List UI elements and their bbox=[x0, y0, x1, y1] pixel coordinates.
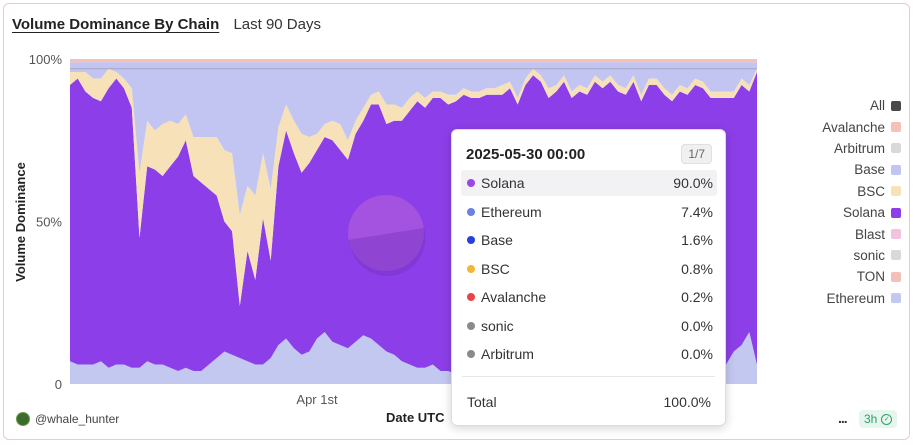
y-axis-label: Volume Dominance bbox=[13, 162, 28, 282]
tooltip-series-name: Avalanche bbox=[481, 289, 547, 305]
tooltip-row-bsc: BSC 0.8% bbox=[461, 256, 717, 282]
legend-item-avalanche[interactable]: Avalanche bbox=[781, 116, 901, 137]
chart-tooltip: 2025-05-30 00:00 1/7 Solana 90.0% Ethereum… bbox=[451, 129, 726, 426]
tooltip-row-arbitrum: Arbitrum 0.0% bbox=[461, 341, 717, 367]
tooltip-total-label: Total bbox=[467, 394, 497, 410]
tooltip-series-name: BSC bbox=[481, 260, 510, 277]
legend-label: TON bbox=[856, 269, 885, 285]
legend-label: Arbitrum bbox=[833, 140, 885, 156]
tooltip-row-sonic: sonic 0.0% bbox=[461, 313, 717, 339]
legend-label: Base bbox=[854, 162, 885, 178]
legend-item-sonic[interactable]: sonic bbox=[781, 245, 901, 266]
legend-swatch bbox=[891, 100, 901, 111]
chart-header: Volume Dominance By Chain Last 90 Days bbox=[12, 16, 321, 33]
legend-swatch bbox=[891, 271, 901, 282]
tooltip-divider bbox=[462, 376, 715, 377]
series-area-ethereum[interactable] bbox=[70, 332, 757, 384]
legend-swatch bbox=[891, 143, 901, 154]
tooltip-series-name: Base bbox=[481, 232, 513, 248]
check-circle-icon: ✓ bbox=[881, 413, 893, 425]
legend-label: All bbox=[869, 98, 885, 114]
x-tick-label: Apr 1st bbox=[296, 392, 338, 407]
tooltip-row-solana: Solana 90.0% bbox=[461, 170, 717, 196]
legend-item-blast[interactable]: Blast bbox=[781, 223, 901, 244]
legend-label: Solana bbox=[842, 205, 885, 221]
tooltip-series-name: Solana bbox=[481, 175, 525, 191]
watermark-logo-part bbox=[348, 228, 426, 277]
legend-label: Avalanche bbox=[822, 119, 885, 135]
tooltip-series-name: Ethereum bbox=[481, 203, 542, 220]
tooltip-row-ethereum: Ethereum 7.4% bbox=[461, 199, 717, 225]
tooltip-row-base: Base 1.6% bbox=[461, 227, 717, 253]
legend-item-arbitrum[interactable]: Arbitrum bbox=[781, 138, 901, 159]
refresh-age: 3h bbox=[864, 412, 878, 426]
tooltip-series-value: 0.2% bbox=[681, 289, 713, 305]
legend-swatch bbox=[891, 207, 901, 218]
series-area-avalanche[interactable] bbox=[70, 59, 757, 63]
x-axis-label: Date UTC bbox=[386, 410, 445, 425]
legend-label: BSC bbox=[857, 183, 885, 199]
series-dot bbox=[467, 207, 475, 216]
legend-item-solana[interactable]: Solana bbox=[781, 202, 901, 223]
series-dot bbox=[467, 264, 475, 273]
legend-label: sonic bbox=[853, 247, 885, 263]
author-link[interactable]: @whale_hunter bbox=[16, 412, 119, 426]
tooltip-series-name: sonic bbox=[481, 317, 514, 334]
more-options-button[interactable]: ... bbox=[838, 410, 848, 426]
tooltip-date: 2025-05-30 00:00 bbox=[466, 146, 586, 163]
series-area-base[interactable] bbox=[70, 62, 757, 215]
series-dot bbox=[467, 179, 475, 187]
legend-item-base[interactable]: Base bbox=[781, 159, 901, 180]
tooltip-series-value: 0.0% bbox=[681, 346, 713, 362]
tooltip-series-value: 7.4% bbox=[681, 203, 713, 220]
legend-swatch bbox=[891, 186, 901, 197]
tooltip-series-name: Arbitrum bbox=[481, 346, 534, 362]
legend-item-ethereum[interactable]: Ethereum bbox=[781, 288, 901, 309]
tooltip-series-value: 0.8% bbox=[681, 260, 713, 277]
tooltip-page-indicator[interactable]: 1/7 bbox=[681, 144, 712, 164]
series-area-bsc[interactable] bbox=[70, 68, 757, 306]
refresh-badge[interactable]: 3h ✓ bbox=[859, 410, 898, 428]
chart-title[interactable]: Volume Dominance By Chain bbox=[12, 16, 220, 33]
y-tick-label: 50% bbox=[36, 215, 62, 230]
tooltip-series-value: 90.0% bbox=[673, 175, 713, 191]
legend-swatch bbox=[891, 250, 901, 261]
series-dot bbox=[467, 236, 475, 244]
chart-legend: All Avalanche Arbitrum Base BSC Solana Blast so… bbox=[781, 95, 901, 309]
avatar bbox=[16, 412, 30, 426]
legend-item-ton[interactable]: TON bbox=[781, 266, 901, 287]
legend-item-all[interactable]: All bbox=[781, 95, 901, 116]
tooltip-series-value: 0.0% bbox=[681, 317, 713, 334]
tooltip-row-avalanche: Avalanche 0.2% bbox=[461, 284, 717, 310]
series-dot bbox=[467, 293, 475, 301]
series-dot bbox=[467, 350, 475, 358]
author-name: @whale_hunter bbox=[35, 412, 120, 426]
legend-label: Blast bbox=[854, 226, 885, 242]
legend-item-bsc[interactable]: BSC bbox=[781, 181, 901, 202]
y-tick-label: 100% bbox=[29, 52, 63, 67]
legend-swatch bbox=[891, 229, 901, 240]
watermark-logo bbox=[348, 195, 424, 271]
y-tick-label: 0 bbox=[55, 377, 62, 392]
legend-label: Ethereum bbox=[826, 290, 885, 306]
legend-swatch bbox=[891, 164, 901, 175]
series-dot bbox=[467, 321, 475, 330]
tooltip-series-value: 1.6% bbox=[681, 232, 713, 248]
tooltip-total: Total 100.0% bbox=[467, 394, 711, 410]
legend-swatch bbox=[891, 293, 901, 304]
legend-swatch bbox=[891, 122, 901, 133]
time-range: Last 90 Days bbox=[233, 16, 321, 33]
tooltip-total-value: 100.0% bbox=[663, 394, 711, 410]
